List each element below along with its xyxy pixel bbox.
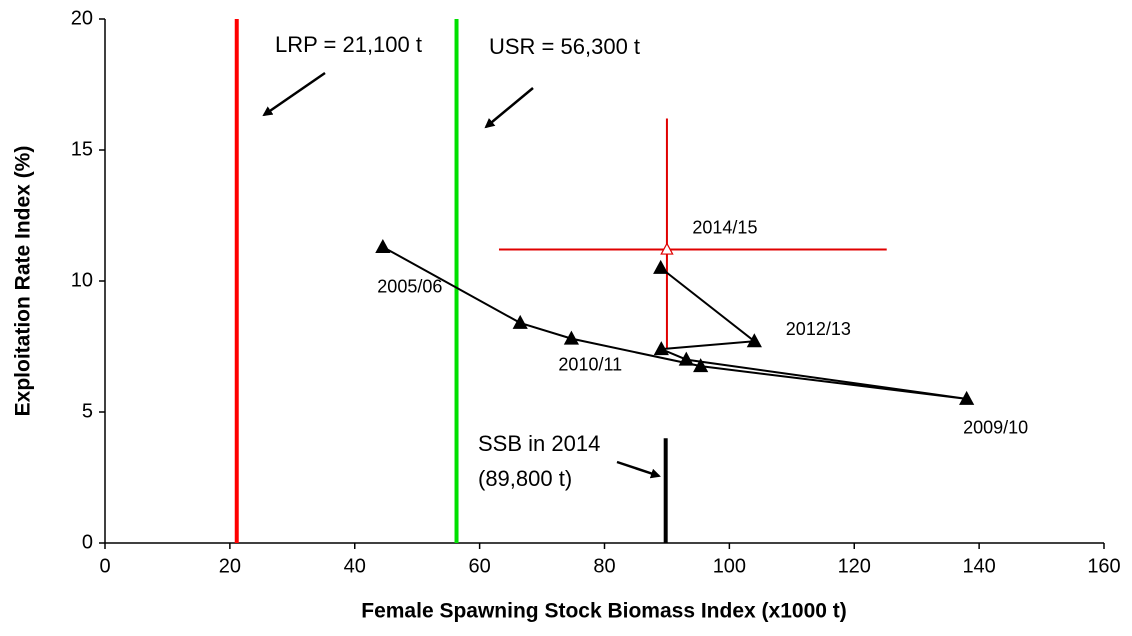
x-tick-label: 120 bbox=[838, 555, 871, 577]
x-tick-label: 80 bbox=[593, 555, 615, 577]
point-label: 2010/11 bbox=[558, 354, 622, 374]
point bbox=[653, 259, 669, 274]
x-tick-label: 60 bbox=[469, 555, 491, 577]
x-tick-label: 20 bbox=[219, 555, 241, 577]
y-tick-label: 20 bbox=[71, 7, 93, 29]
arrow bbox=[262, 71, 326, 117]
y-tick-label: 0 bbox=[82, 531, 93, 553]
point bbox=[653, 341, 669, 356]
x-tick-label: 0 bbox=[99, 555, 110, 577]
x-tick-label: 160 bbox=[1087, 555, 1120, 577]
arrow bbox=[484, 87, 534, 129]
x-tick-label: 40 bbox=[344, 555, 366, 577]
x-tick-label: 140 bbox=[962, 555, 995, 577]
point bbox=[746, 333, 762, 348]
y-tick-label: 15 bbox=[71, 138, 93, 160]
current-point bbox=[660, 242, 674, 255]
point-label: 2014/15 bbox=[692, 217, 757, 237]
x-tick-label: 100 bbox=[713, 555, 746, 577]
annotation: LRP = 21,100 t bbox=[275, 32, 422, 57]
y-tick-label: 5 bbox=[82, 400, 93, 422]
arrow bbox=[616, 460, 661, 479]
point-label: 2005/06 bbox=[377, 277, 442, 297]
point bbox=[678, 351, 694, 366]
point bbox=[693, 358, 709, 373]
y-axis-title: Exploitation Rate Index (%) bbox=[12, 146, 35, 417]
annotation: USR = 56,300 t bbox=[489, 34, 640, 59]
point bbox=[375, 238, 391, 253]
annotation: (89,800 t) bbox=[478, 466, 572, 491]
point-label: 2012/13 bbox=[786, 319, 851, 339]
annotation: SSB in 2014 bbox=[478, 431, 600, 456]
trajectory-line bbox=[382, 246, 967, 400]
point bbox=[959, 390, 975, 405]
point-label: 2009/10 bbox=[963, 418, 1028, 438]
y-tick-label: 10 bbox=[71, 269, 93, 291]
point bbox=[512, 314, 528, 329]
point bbox=[563, 330, 580, 345]
x-axis-title: Female Spawning Stock Biomass Index (x10… bbox=[361, 600, 847, 623]
